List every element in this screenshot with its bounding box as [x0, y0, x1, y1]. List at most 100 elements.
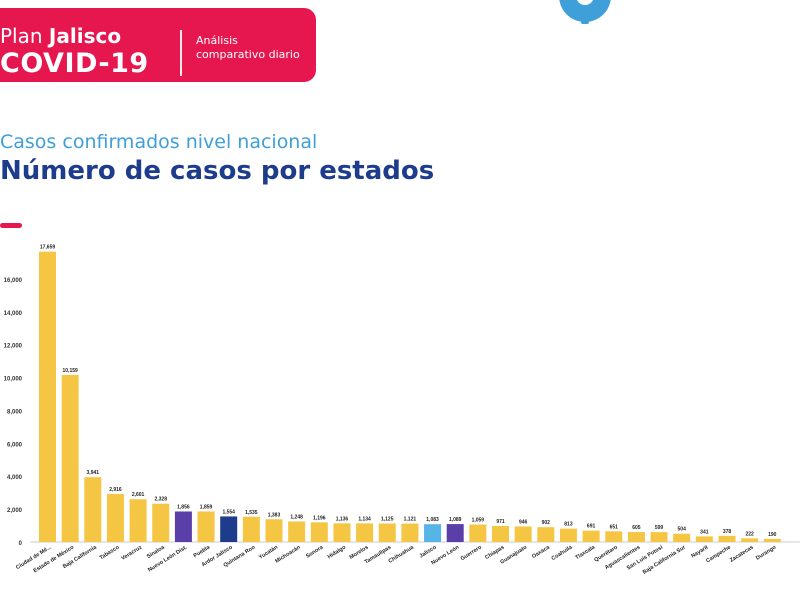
brand-covid: COVID-19 [0, 48, 149, 79]
bar [695, 536, 713, 542]
brand-bold: Jalisco [48, 24, 122, 48]
chart-subtitle: Casos confirmados nivel nacional [0, 131, 318, 153]
bar-value-label: 10,159 [63, 368, 79, 374]
category-label: Estado de México [33, 544, 76, 574]
bar-value-label: 222 [745, 531, 754, 537]
bar [265, 519, 283, 542]
bar-value-label: 1,136 [336, 516, 349, 522]
bar [627, 532, 645, 542]
bar-value-label: 504 [678, 527, 687, 533]
category-label: Sonora [305, 544, 325, 560]
bar [61, 374, 79, 542]
category-label: Zacatecas [729, 545, 755, 564]
bar [492, 526, 509, 542]
y-tick-label: 6,000 [7, 442, 23, 448]
bar [741, 538, 759, 542]
bar-value-label: 902 [542, 520, 551, 526]
bar-value-label: 691 [587, 524, 596, 530]
bar-value-label: 17,659 [40, 245, 56, 251]
bar-value-label: 1,248 [290, 514, 303, 520]
bar-value-label: 1,083 [426, 517, 439, 523]
bar-chart: 0 2,000 4,000 6,000 8,000 10,000 12,000 14,000 1… [4, 245, 800, 576]
bar [378, 523, 396, 542]
bar [152, 503, 170, 542]
bar-value-label: 1,125 [381, 517, 394, 523]
bar-value-label: 971 [496, 519, 505, 525]
category-label: Nuevo León Dist. [147, 544, 189, 573]
y-tick-label: 12,000 [4, 344, 23, 350]
bar-value-label: 3,941 [87, 470, 100, 476]
bar [446, 524, 464, 542]
chart-title: Número de casos por estados [0, 156, 435, 186]
bar-value-label: 1,859 [200, 504, 213, 510]
bar-value-label: 1,196 [313, 515, 326, 521]
bar-value-label: 1,535 [245, 510, 258, 516]
bar [333, 523, 351, 542]
category-label: Campeche [705, 545, 732, 565]
bar [356, 523, 374, 542]
bar-value-label: 1,059 [472, 518, 485, 524]
accent-bar [0, 223, 22, 228]
bar [174, 511, 192, 542]
bar-value-label: 946 [519, 519, 528, 525]
category-label: Tabasco [99, 544, 121, 561]
bar-value-label: 1,383 [268, 512, 281, 518]
bar [129, 499, 147, 542]
bar-value-label: 1,554 [222, 509, 235, 515]
category-label: Chihuahua [388, 544, 416, 565]
bar-value-label: 2,916 [109, 487, 122, 493]
category-label: Coahuila [551, 544, 575, 562]
brand-name: Plan Jalisco [0, 24, 121, 48]
bar [673, 533, 691, 542]
banner-subtext: Análisis comparativo diario [196, 34, 300, 61]
bar [514, 526, 532, 542]
bar [242, 516, 260, 542]
bar-value-label: 599 [655, 525, 664, 531]
y-tick-label: 0 [19, 541, 23, 547]
category-label: Baja California Sur [642, 544, 688, 576]
bar-value-label: 2,328 [154, 497, 167, 503]
bar [582, 530, 600, 542]
bar [650, 532, 668, 542]
y-tick-label: 8,000 [7, 409, 23, 415]
category-label: Durango [755, 544, 778, 561]
y-tick-label: 4,000 [7, 475, 23, 481]
bar [559, 528, 577, 542]
bar [537, 527, 555, 542]
bar-value-label: 1,134 [358, 516, 371, 522]
category-label: Hidalgo [327, 544, 348, 560]
bar-value-label: 605 [632, 525, 641, 531]
header-banner: Plan Jalisco COVID-19 Análisis comparati… [0, 8, 316, 82]
bar [220, 516, 238, 542]
bar-value-label: 190 [768, 532, 777, 538]
bar-value-label: 341 [700, 529, 709, 535]
bar [763, 538, 781, 542]
bar [197, 511, 215, 542]
category-label: Veracruz [121, 544, 144, 561]
bar [106, 494, 124, 542]
category-label: Oaxaca [531, 544, 552, 560]
y-tick-label: 16,000 [4, 278, 23, 284]
y-tick-label: 10,000 [4, 377, 23, 383]
bar-value-label: 1,121 [404, 517, 417, 523]
bar [424, 524, 442, 542]
bar [401, 523, 419, 542]
bar [605, 531, 623, 542]
gear-icon [559, 0, 611, 24]
bar [39, 251, 56, 543]
bar [718, 535, 736, 542]
bar [310, 522, 328, 542]
y-tick-label: 2,000 [7, 508, 23, 514]
bar-value-label: 1,856 [177, 504, 190, 510]
bar [469, 524, 487, 542]
bar-value-label: 813 [564, 522, 573, 528]
bar-value-label: 2,601 [132, 492, 145, 498]
y-tick-label: 14,000 [4, 311, 23, 317]
bar [288, 521, 306, 542]
bar-value-label: 651 [610, 524, 619, 530]
bar-value-label: 1,089 [449, 517, 462, 523]
brand-plain: Plan [0, 24, 43, 48]
bar [84, 477, 102, 542]
category-label: Guerrero [460, 544, 484, 562]
category-label: Michoacán [274, 544, 302, 564]
